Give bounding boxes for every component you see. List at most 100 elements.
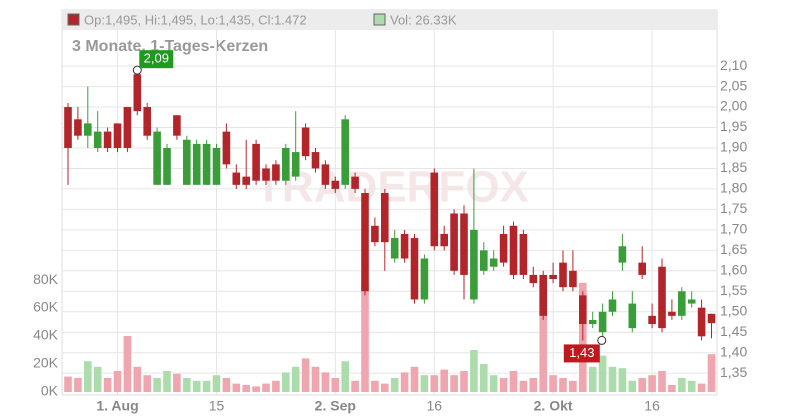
y-tick-label: 1,85	[720, 159, 747, 175]
candle-body	[291, 152, 300, 177]
candle-body	[321, 164, 330, 185]
candle-body	[559, 262, 567, 288]
candle-body	[153, 131, 161, 185]
candle-body	[579, 295, 587, 325]
candle-body	[529, 274, 538, 284]
y-tick-label: 1,80	[720, 180, 747, 196]
x-tick-label: 1. Aug	[96, 398, 138, 414]
volume-bar	[84, 361, 92, 392]
volume-bar	[618, 368, 627, 392]
ohlc-text: Op:1,495, Hi:1,495, Lo:1,435, Cl:1.472	[84, 12, 307, 27]
candle-body	[697, 307, 706, 337]
x-tick-label: 2. Sep	[315, 398, 356, 414]
volume-bar	[361, 282, 369, 392]
subtitle: 3 Monate, 1-Tages-Kerzen	[72, 38, 268, 55]
candle-body	[450, 213, 458, 271]
candle-body	[301, 127, 310, 157]
volume-bar	[450, 375, 458, 392]
volume-bar	[123, 336, 132, 392]
volume-bar	[539, 282, 547, 392]
volume-bar	[499, 378, 508, 392]
candle-body	[430, 172, 439, 247]
candle-body	[113, 123, 122, 148]
volume-bar	[143, 375, 151, 392]
volume-bar	[440, 369, 448, 392]
volume-bar	[400, 372, 409, 392]
candle-body	[202, 143, 211, 185]
y2-tick-label: 0K	[41, 383, 59, 399]
volume-bar	[93, 366, 102, 392]
candle-body	[588, 319, 597, 325]
candle-body	[74, 119, 82, 136]
y-tick-label: 2,00	[720, 98, 747, 114]
candle-body	[628, 303, 637, 329]
candle-body	[420, 258, 429, 300]
volume-bar	[549, 375, 557, 392]
candle-body	[480, 250, 488, 271]
candle-body	[519, 233, 528, 275]
y-tick-label: 1,60	[720, 262, 747, 278]
volume-bar	[311, 366, 320, 392]
candle-body	[143, 107, 151, 136]
volume-bar	[113, 371, 122, 392]
y-tick-label: 1,75	[720, 200, 747, 216]
volume-bar	[687, 380, 696, 392]
candle-body	[648, 315, 656, 325]
volume-bar	[252, 386, 260, 392]
volume-bar	[559, 378, 567, 392]
candle-body	[509, 225, 518, 275]
volume-bar	[489, 375, 498, 392]
volume-bar	[103, 378, 112, 392]
volume-bar	[598, 355, 607, 392]
volume-bar	[480, 364, 488, 392]
y-tick-label: 2,05	[720, 77, 747, 93]
volume-bar	[64, 376, 72, 392]
volume-bar	[202, 380, 211, 392]
candle-body	[470, 229, 478, 300]
watermark: TRADERFOX	[255, 163, 529, 212]
candle-body	[84, 123, 92, 136]
y2-tick-label: 80K	[33, 271, 59, 287]
candle-body	[489, 258, 498, 267]
min-marker	[597, 335, 607, 345]
candle-body	[351, 176, 359, 189]
volume-bar	[153, 378, 161, 392]
y-tick-label: 2,10	[720, 57, 747, 73]
volume-bar	[529, 378, 538, 392]
candle-body	[608, 299, 617, 312]
volume-bar	[430, 375, 439, 392]
candle-body	[638, 262, 646, 275]
volume-bar	[697, 383, 706, 392]
candle-body	[133, 74, 142, 112]
volume-bar	[420, 375, 429, 392]
candle-body	[282, 147, 290, 181]
volume-bar	[569, 380, 577, 392]
volume-bar	[341, 361, 349, 392]
min-label: 1,43	[569, 345, 594, 360]
y-tick-label: 1,65	[720, 241, 747, 257]
volume-bar	[192, 380, 201, 392]
volume-bar	[509, 371, 518, 392]
candle-body	[93, 131, 102, 148]
candle-body	[252, 143, 260, 181]
y-tick-label: 1,70	[720, 221, 747, 237]
candle-body	[361, 193, 369, 292]
candle-body	[341, 119, 349, 185]
volume-bar	[222, 378, 231, 392]
volume-bar	[351, 380, 359, 392]
y2-tick-label: 60K	[33, 299, 59, 315]
candle-body	[410, 238, 419, 300]
candle-body	[549, 274, 557, 279]
candle-body	[678, 291, 686, 316]
volume-bar	[381, 383, 389, 392]
candle-body	[262, 168, 270, 181]
volume-bar	[291, 366, 300, 392]
volume-bar	[519, 380, 528, 392]
y-tick-label: 1,35	[720, 364, 747, 380]
candle-body	[390, 238, 399, 259]
volume-bar	[707, 354, 716, 392]
candle-body	[381, 193, 389, 243]
volume-bar	[371, 380, 379, 392]
volume-bar	[331, 378, 340, 392]
volume-bar	[212, 375, 221, 392]
